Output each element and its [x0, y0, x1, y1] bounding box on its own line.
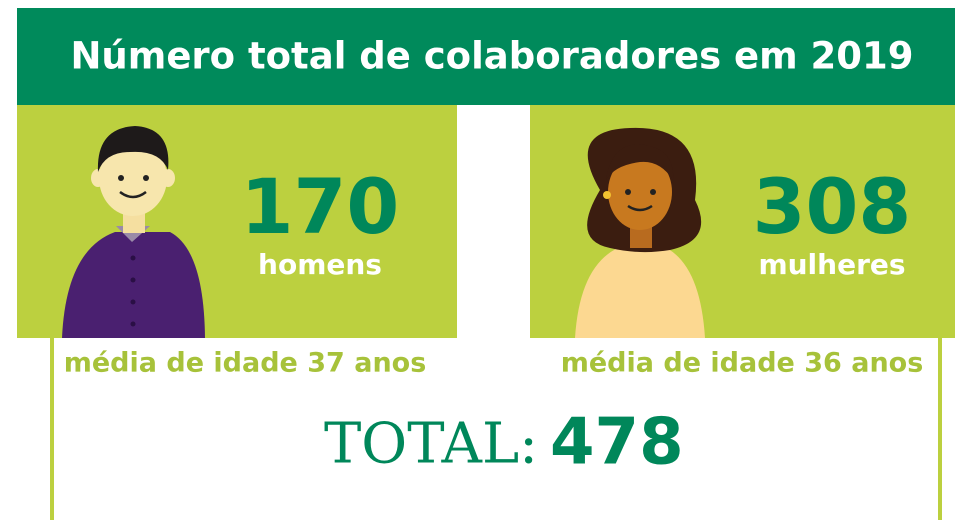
men-label: homens [258, 248, 382, 281]
women-count: 308 [753, 162, 912, 251]
men-age-note: média de idade 37 anos [64, 348, 427, 379]
total-label: TOTAL: [324, 412, 538, 477]
total-value: 478 [550, 406, 684, 480]
title: Número total de colaboradores em 2019 [70, 35, 913, 78]
infographic: Número total de colaboradores em 2019 17… [0, 0, 955, 520]
women-label: mulheres [758, 248, 905, 281]
woman-figure [575, 128, 705, 338]
women-age-note: média de idade 36 anos [561, 348, 924, 379]
men-count: 170 [241, 162, 400, 251]
